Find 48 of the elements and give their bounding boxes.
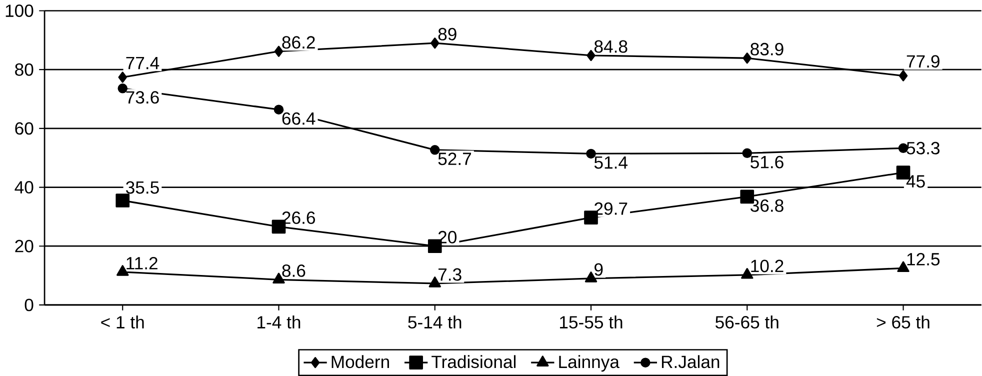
y-tick-label: 0 bbox=[24, 298, 34, 312]
y-tick-label: 100 bbox=[6, 4, 34, 17]
x-tick-label: < 1 th bbox=[101, 316, 144, 328]
data-label: 35.5 bbox=[126, 181, 159, 194]
data-label: 51.6 bbox=[750, 156, 784, 168]
data-label: 10.2 bbox=[751, 260, 784, 272]
data-label: 86.2 bbox=[282, 36, 315, 49]
point bbox=[118, 72, 127, 83]
x-tick-label: 5-14 th bbox=[408, 316, 462, 328]
point bbox=[586, 50, 596, 62]
legend-label: Tradisional bbox=[432, 355, 516, 368]
point bbox=[430, 144, 440, 155]
legend-label: Lainnya bbox=[559, 355, 620, 372]
legend-label: R.Jalan bbox=[662, 355, 720, 368]
data-label: 51.4 bbox=[594, 156, 628, 169]
point bbox=[274, 104, 284, 114]
x-tick-label: 15-55 th bbox=[560, 316, 622, 328]
data-label: 77.4 bbox=[126, 56, 160, 70]
data-label: 66.4 bbox=[282, 112, 316, 125]
y-tick-label: 40 bbox=[14, 180, 34, 194]
data-label: 89 bbox=[438, 28, 456, 40]
data-label: 52.7 bbox=[438, 152, 471, 166]
point bbox=[742, 52, 752, 64]
point bbox=[898, 70, 908, 82]
point bbox=[116, 194, 130, 208]
data-label: 77.9 bbox=[906, 55, 940, 68]
data-label: 12.5 bbox=[907, 252, 940, 266]
data-label: 7.3 bbox=[438, 268, 462, 281]
point bbox=[430, 38, 440, 49]
point bbox=[586, 148, 596, 159]
y-tick-label: 80 bbox=[15, 63, 34, 76]
data-label: 11.2 bbox=[126, 256, 158, 270]
point bbox=[118, 84, 128, 94]
x-tick-label: 56-65 th bbox=[716, 316, 778, 328]
x-tick-label: 1-4 th bbox=[258, 316, 300, 328]
y-tick-label: 20 bbox=[15, 240, 34, 252]
data-label: 8.6 bbox=[282, 264, 306, 277]
data-label: 36.8 bbox=[750, 199, 784, 212]
data-label: 83.9 bbox=[750, 42, 784, 56]
point bbox=[274, 46, 284, 57]
data-label: 45 bbox=[906, 175, 925, 188]
legend-label: Modern bbox=[332, 355, 389, 368]
data-label: 9 bbox=[594, 263, 603, 276]
point bbox=[742, 148, 752, 158]
data-label: 84.8 bbox=[594, 40, 628, 53]
x-tick-label: > 65 th bbox=[876, 316, 930, 328]
data-label: 73.6 bbox=[126, 91, 159, 104]
y-tick-label: 60 bbox=[15, 122, 34, 135]
